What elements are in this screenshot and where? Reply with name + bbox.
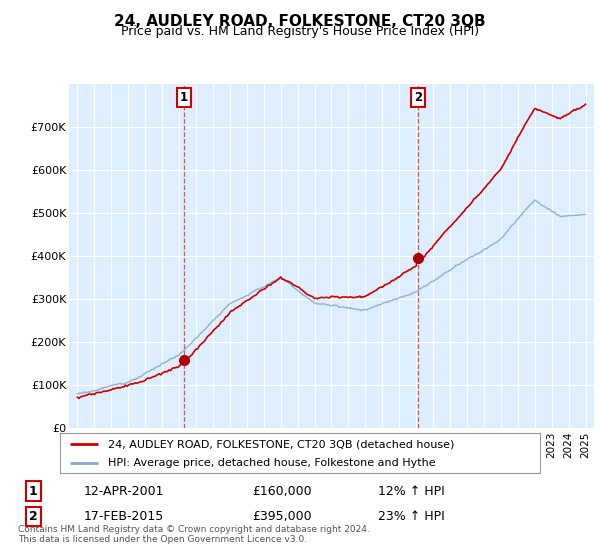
Text: 12% ↑ HPI: 12% ↑ HPI — [378, 484, 445, 498]
Text: 24, AUDLEY ROAD, FOLKESTONE, CT20 3QB (detached house): 24, AUDLEY ROAD, FOLKESTONE, CT20 3QB (d… — [108, 439, 454, 449]
Text: 12-APR-2001: 12-APR-2001 — [84, 484, 164, 498]
Text: Price paid vs. HM Land Registry's House Price Index (HPI): Price paid vs. HM Land Registry's House … — [121, 25, 479, 38]
Text: HPI: Average price, detached house, Folkestone and Hythe: HPI: Average price, detached house, Folk… — [108, 458, 436, 468]
Text: £160,000: £160,000 — [252, 484, 311, 498]
Text: Contains HM Land Registry data © Crown copyright and database right 2024.
This d: Contains HM Land Registry data © Crown c… — [18, 525, 370, 544]
Text: £395,000: £395,000 — [252, 510, 311, 523]
Text: 1: 1 — [29, 484, 37, 498]
Text: 23% ↑ HPI: 23% ↑ HPI — [378, 510, 445, 523]
Text: 24, AUDLEY ROAD, FOLKESTONE, CT20 3QB: 24, AUDLEY ROAD, FOLKESTONE, CT20 3QB — [114, 14, 486, 29]
Text: 17-FEB-2015: 17-FEB-2015 — [84, 510, 164, 523]
Text: 1: 1 — [180, 91, 188, 104]
Text: 2: 2 — [29, 510, 37, 523]
Text: 2: 2 — [414, 91, 422, 104]
